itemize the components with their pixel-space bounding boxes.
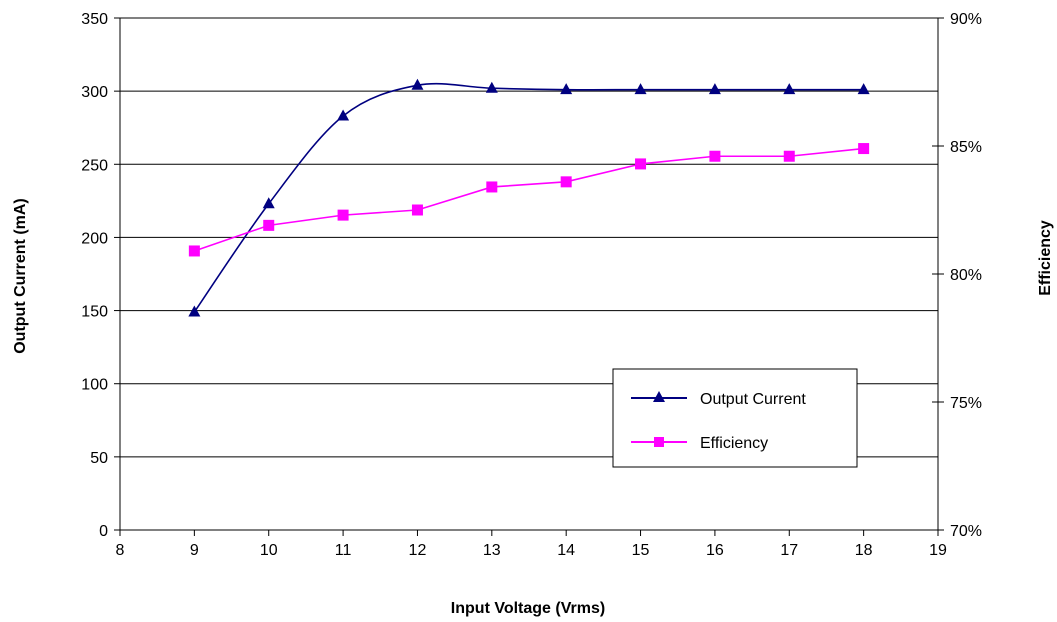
data-point-efficiency <box>337 209 349 221</box>
data-point-output-current <box>857 83 870 95</box>
y-right-tick-label: 70% <box>950 523 982 540</box>
data-point-output-current <box>783 83 796 95</box>
y-left-tick-label: 350 <box>81 11 108 28</box>
y-left-tick-label: 250 <box>81 157 108 174</box>
y-axis-right-title: Efficiency <box>1037 220 1054 296</box>
data-point-efficiency <box>560 176 572 188</box>
data-point-output-current <box>634 83 647 95</box>
data-point-output-current <box>337 109 350 121</box>
data-point-efficiency <box>411 204 423 216</box>
data-point-output-current <box>188 305 201 317</box>
legend: Output Current Efficiency <box>612 368 858 468</box>
x-tick-label: 16 <box>706 542 724 559</box>
y-right-tick-label: 90% <box>950 11 982 28</box>
legend-label-output-current: Output Current <box>700 391 806 408</box>
axes: 0 50 100 150 200 250 300 350 70% 75% 80% 85% 90% 8 9 10… <box>81 11 982 559</box>
x-tick-label: 12 <box>409 542 427 559</box>
legend-marker-efficiency <box>654 437 664 447</box>
y-right-tick-label: 85% <box>950 139 982 156</box>
data-point-output-current <box>560 83 573 95</box>
data-point-output-current <box>485 81 498 93</box>
x-tick-label: 19 <box>929 542 947 559</box>
x-tick-label: 14 <box>557 542 575 559</box>
y-right-tick-label: 75% <box>950 395 982 412</box>
data-point-efficiency <box>783 150 795 162</box>
data-point-output-current <box>411 78 424 90</box>
x-tick-label: 8 <box>116 542 125 559</box>
y-left-tick-label: 300 <box>81 84 108 101</box>
legend-marker-output-current <box>653 391 665 402</box>
y-axis-left-title: Output Current (mA) <box>12 198 29 354</box>
x-tick-label: 15 <box>632 542 650 559</box>
x-tick-label: 11 <box>335 542 352 559</box>
data-point-efficiency <box>263 219 275 231</box>
data-point-efficiency <box>486 181 498 193</box>
data-point-efficiency <box>709 150 721 162</box>
y-left-tick-label: 50 <box>90 450 108 467</box>
x-tick-label: 13 <box>483 542 501 559</box>
data-point-efficiency <box>858 143 870 155</box>
x-tick-label: 9 <box>190 542 199 559</box>
y-left-tick-label: 200 <box>81 230 108 247</box>
gridlines <box>120 17 938 458</box>
data-point-output-current <box>708 83 721 95</box>
y-left-tick-label: 150 <box>81 304 108 321</box>
series-line-efficiency <box>194 147 864 252</box>
x-tick-label: 10 <box>260 542 278 559</box>
x-tick-label: 17 <box>780 542 798 559</box>
y-left-tick-label: 0 <box>99 523 108 540</box>
series-line-output-current <box>193 82 864 313</box>
data-point-output-current <box>262 197 275 209</box>
series <box>188 78 870 317</box>
y-left-tick-label: 100 <box>81 377 108 394</box>
legend-label-efficiency: Efficiency <box>700 435 768 452</box>
x-axis-title: Input Voltage (Vrms) <box>451 600 605 617</box>
x-tick-label: 18 <box>855 542 873 559</box>
data-point-efficiency <box>635 158 647 170</box>
data-point-efficiency <box>188 245 200 257</box>
legend-box <box>612 368 858 468</box>
y-right-tick-label: 80% <box>950 267 982 284</box>
